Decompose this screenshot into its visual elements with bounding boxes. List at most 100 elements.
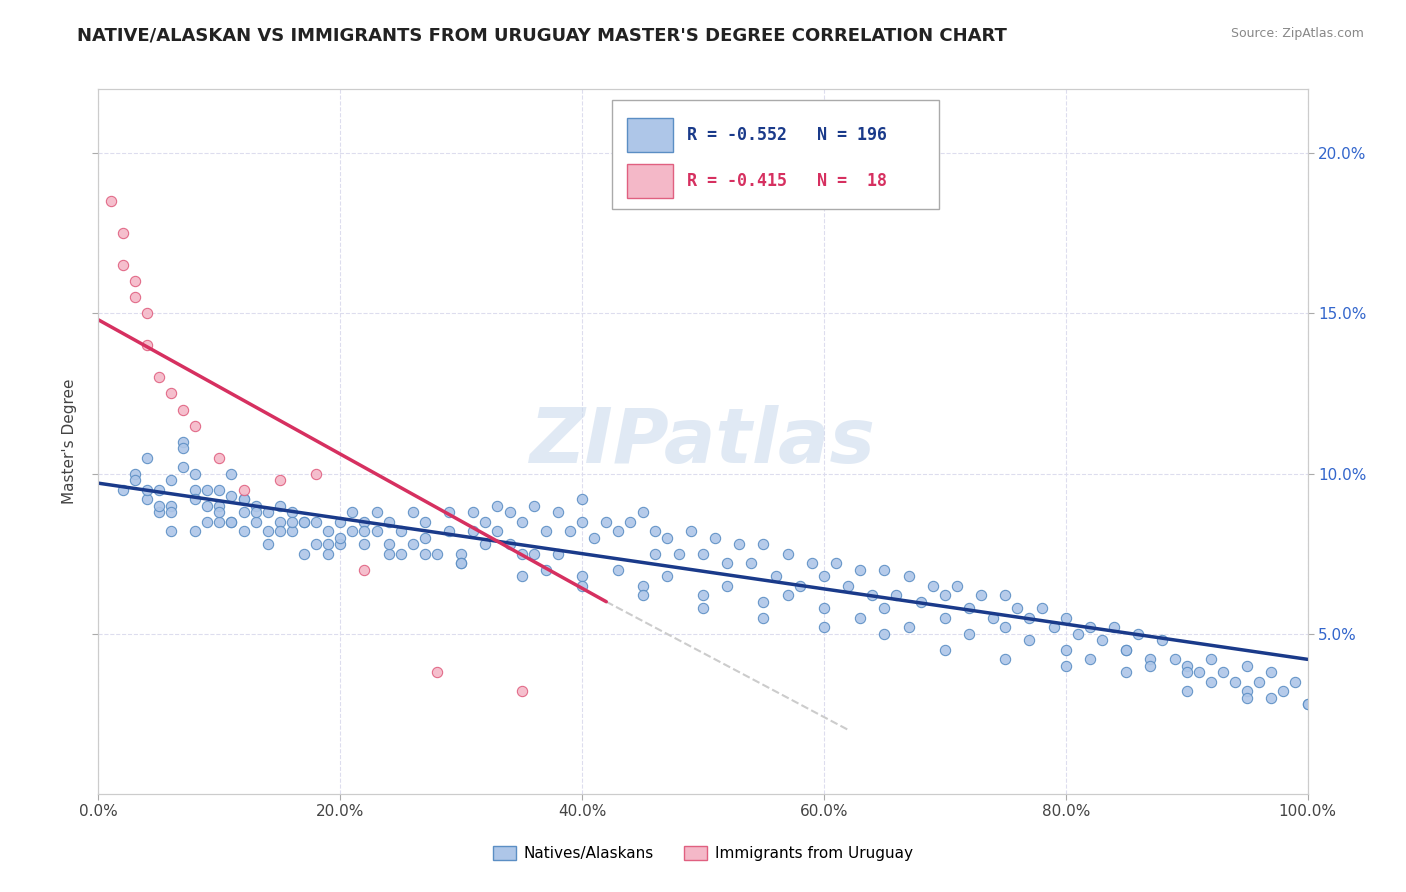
Text: ZIPatlas: ZIPatlas [530,405,876,478]
Point [752,537,775,551]
Point [1236,684,1258,698]
Point [160,499,183,513]
Point [558,524,581,539]
Point [281,515,304,529]
Point [679,524,702,539]
Point [232,524,254,539]
Point [1018,633,1040,648]
Point [607,524,630,539]
Point [619,515,641,529]
Point [232,483,254,497]
Point [534,524,557,539]
Point [776,588,799,602]
Point [184,418,207,433]
Point [1007,601,1029,615]
Point [607,563,630,577]
Point [111,227,134,241]
Point [172,402,194,417]
Point [232,492,254,507]
Point [860,588,883,602]
Point [124,473,146,487]
Point [1067,626,1090,640]
Point [1175,684,1198,698]
Point [1199,652,1222,666]
Point [256,505,278,519]
Point [1054,610,1077,624]
Point [692,601,714,615]
Point [111,258,134,272]
Point [184,483,207,497]
Point [413,531,436,545]
Point [994,652,1017,666]
Point [655,531,678,545]
Point [269,499,291,513]
Point [402,537,425,551]
Point [631,579,654,593]
Point [160,473,183,487]
Point [413,515,436,529]
Point [389,524,412,539]
Point [208,505,231,519]
Point [752,610,775,624]
Point [813,569,835,583]
Point [1031,601,1053,615]
Point [921,579,943,593]
Point [232,492,254,507]
Point [1236,658,1258,673]
Point [184,492,207,507]
Point [353,537,375,551]
Point [655,569,678,583]
Point [571,579,593,593]
Point [148,370,170,384]
Point [534,563,557,577]
Point [716,579,738,593]
Point [366,524,388,539]
Point [1042,620,1064,634]
Point [1115,642,1137,657]
Point [135,306,157,320]
Point [523,499,546,513]
Point [957,626,980,640]
Point [994,588,1017,602]
Point [1078,620,1101,634]
Point [413,547,436,561]
Point [377,537,399,551]
Point [934,588,956,602]
Point [426,665,449,680]
Point [813,620,835,634]
Point [1223,674,1246,689]
Point [1054,642,1077,657]
Point [849,610,872,624]
Point [583,531,606,545]
Point [135,492,157,507]
Point [692,588,714,602]
Point [221,515,243,529]
Point [1115,642,1137,657]
Point [463,524,485,539]
Point [269,473,291,487]
Point [437,524,460,539]
Text: R = -0.415   N =  18: R = -0.415 N = 18 [688,172,887,190]
Point [353,515,375,529]
FancyBboxPatch shape [627,118,672,152]
Point [463,505,485,519]
Text: R = -0.552   N = 196: R = -0.552 N = 196 [688,126,887,144]
Point [510,547,533,561]
Point [281,505,304,519]
Point [957,601,980,615]
Point [486,499,509,513]
Point [728,537,751,551]
Point [873,563,896,577]
Point [1188,665,1211,680]
Point [135,483,157,497]
Point [934,610,956,624]
Point [849,563,872,577]
Point [510,684,533,698]
Point [897,620,920,634]
Point [1163,652,1185,666]
Point [668,547,690,561]
Point [437,505,460,519]
Point [208,499,231,513]
Point [208,515,231,529]
Point [353,524,375,539]
